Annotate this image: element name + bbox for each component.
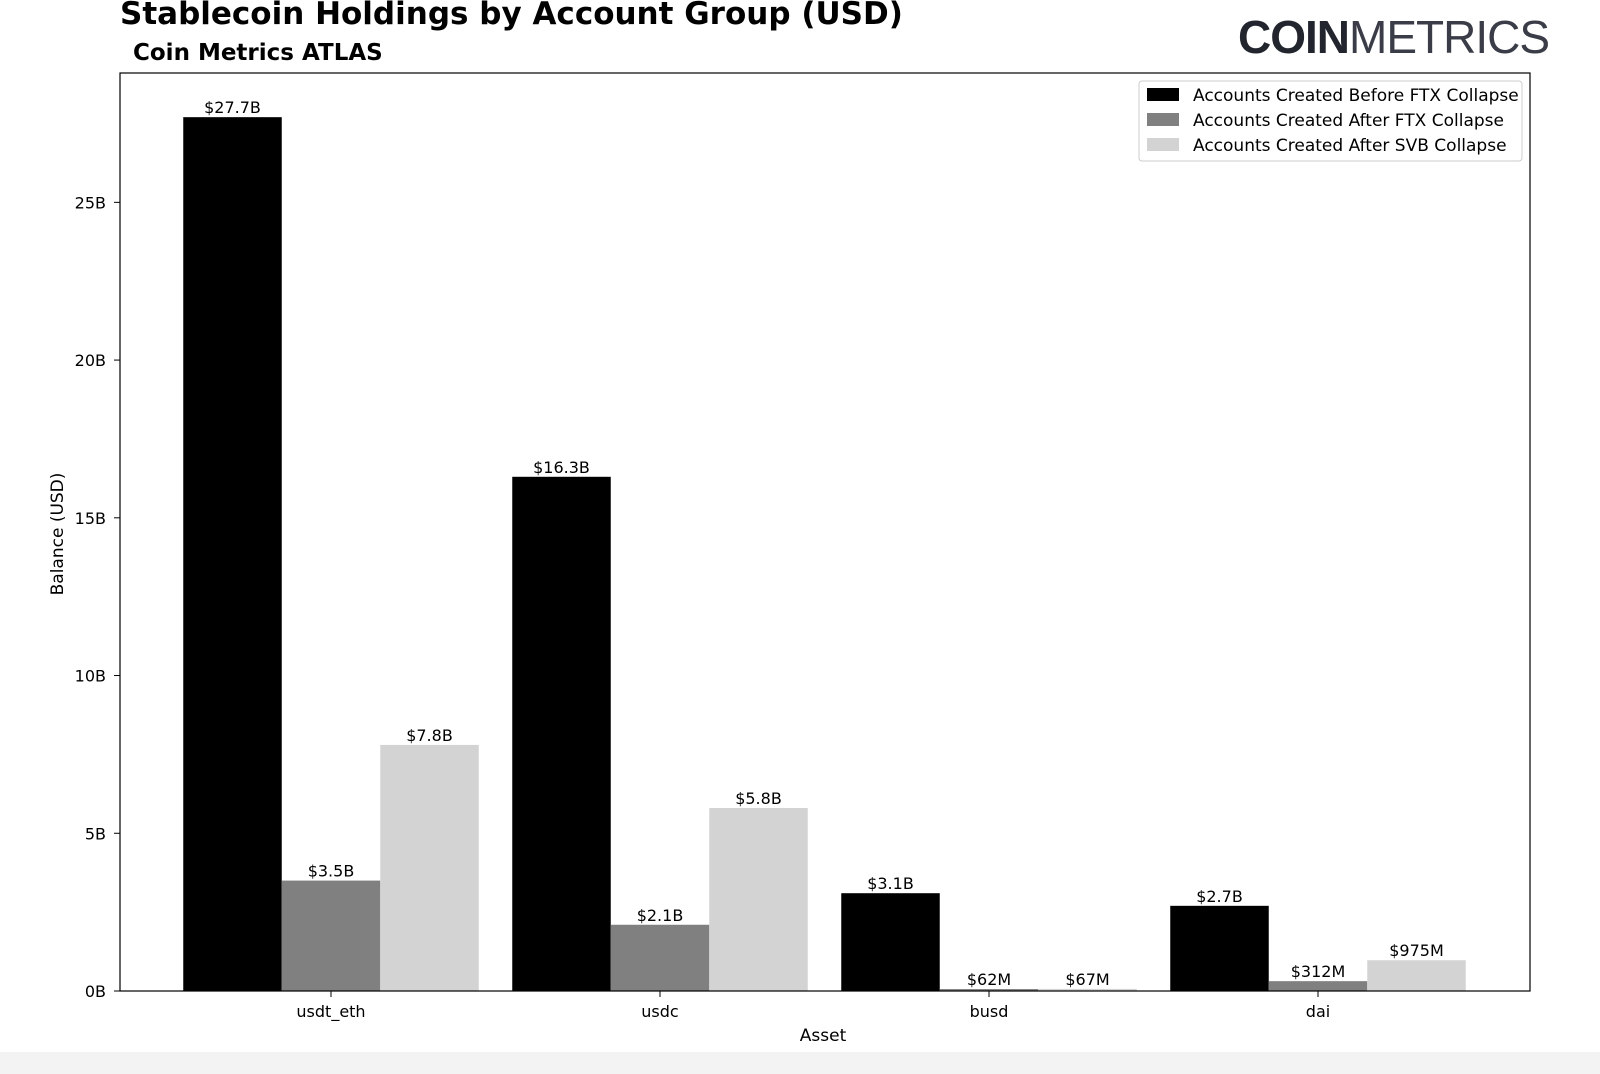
y-tick-label: 10B xyxy=(75,667,106,686)
legend-box xyxy=(1138,80,1523,162)
legend-swatch xyxy=(1147,113,1179,126)
legend-label: Accounts Created Before FTX Collapse xyxy=(1193,86,1519,106)
x-tick-label: usdc xyxy=(641,1002,678,1021)
legend-swatch xyxy=(1147,138,1179,151)
x-axis-label: Asset xyxy=(800,1026,847,1046)
legend-label: Accounts Created After SVB Collapse xyxy=(1193,136,1507,156)
bar-data-label: $2.7B xyxy=(1196,887,1243,906)
bar xyxy=(1367,960,1466,991)
bar xyxy=(281,880,381,991)
y-tick-label: 20B xyxy=(75,351,106,370)
bar-data-label: $3.5B xyxy=(308,862,355,881)
bar-data-label: $62M xyxy=(967,970,1011,989)
legend-swatch xyxy=(1147,88,1179,101)
footer-strip xyxy=(0,1052,1600,1074)
chart-subtitle: Coin Metrics ATLAS xyxy=(133,40,383,66)
bar xyxy=(709,808,808,991)
logo-bold-text: COIN xyxy=(1238,11,1350,63)
y-axis-label: Balance (USD) xyxy=(48,473,68,596)
x-tick-label: dai xyxy=(1306,1002,1330,1021)
bar-data-label: $67M xyxy=(1065,970,1109,989)
chart-title: Stablecoin Holdings by Account Group (US… xyxy=(120,0,903,32)
bar xyxy=(841,893,940,991)
x-tick-label: busd xyxy=(970,1002,1009,1021)
legend-label: Accounts Created After FTX Collapse xyxy=(1193,111,1504,131)
bar-data-label: $312M xyxy=(1291,962,1346,981)
bar-data-label: $3.1B xyxy=(867,874,914,893)
bar-data-label: $7.8B xyxy=(406,726,453,745)
bar xyxy=(1038,988,1137,991)
plot-area: 0B 5B 10B 15B 20B 25B $27.7B $3.5B $7.8B usdt_eth… xyxy=(48,72,1531,1046)
bar xyxy=(512,476,611,991)
bar-data-label: $16.3B xyxy=(533,458,590,477)
plot-frame xyxy=(119,72,1531,992)
x-tick-label: usdt_eth xyxy=(296,1002,365,1022)
y-tick-label: 15B xyxy=(75,509,106,528)
bar xyxy=(183,117,282,992)
bar-data-label: $5.8B xyxy=(735,789,782,808)
bar-data-label: $975M xyxy=(1389,941,1444,960)
bar-data-label: $2.1B xyxy=(637,906,684,925)
bar xyxy=(610,924,710,991)
bar xyxy=(380,744,479,991)
bar-data-label: $27.7B xyxy=(204,98,261,117)
y-tick-label: 5B xyxy=(85,824,106,843)
bar xyxy=(939,989,1039,991)
coinmetrics-logo: COINMETRICS xyxy=(1238,10,1550,64)
y-tick-label: 25B xyxy=(75,193,106,212)
logo-light-text: METRICS xyxy=(1349,11,1550,63)
bar xyxy=(1268,981,1368,991)
y-tick-label: 0B xyxy=(85,982,106,1001)
bar xyxy=(1170,905,1269,991)
